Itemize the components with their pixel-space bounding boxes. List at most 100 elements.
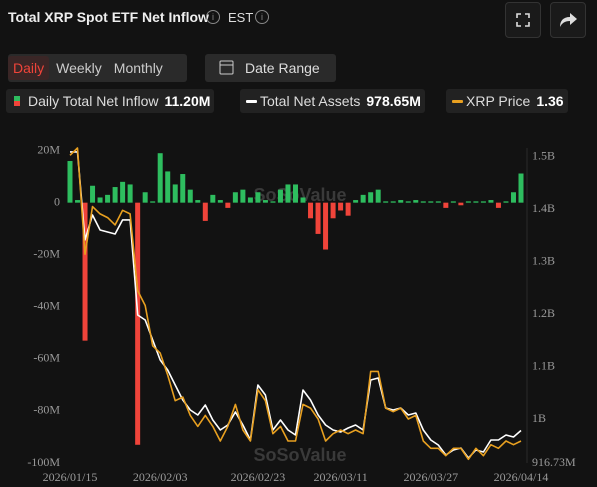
legend-value: 978.65M	[366, 93, 421, 109]
tab[interactable]: Weekly	[56, 60, 102, 76]
bar	[503, 201, 509, 203]
date-range-button[interactable]: Date Range	[205, 54, 336, 82]
bar	[285, 184, 291, 203]
y2-tick-label: 1.2B	[532, 306, 555, 320]
y-tick-label: -80M	[33, 403, 60, 417]
legend-label: Daily Total Net Inflow	[28, 93, 159, 109]
date-range-label: Date Range	[245, 60, 320, 76]
bar	[413, 200, 419, 203]
legend-swatch	[14, 96, 20, 106]
bar	[165, 171, 171, 203]
y2-tick-label: 1.4B	[532, 201, 555, 215]
fullscreen-button[interactable]	[505, 2, 541, 38]
bar	[375, 189, 381, 203]
bar	[360, 194, 366, 203]
bar	[480, 201, 486, 203]
bar	[210, 194, 216, 203]
bar	[180, 174, 186, 203]
y-tick-label: -100M	[27, 455, 60, 469]
bar	[435, 201, 441, 203]
bar	[120, 181, 126, 203]
bar	[255, 192, 261, 203]
x-tick-label: 2026/02/23	[231, 470, 286, 484]
bar	[247, 197, 253, 203]
tab[interactable]: Daily	[8, 56, 50, 80]
bar	[315, 202, 321, 234]
y2-tick-label: 1.1B	[532, 359, 555, 373]
timezone: EST	[228, 10, 254, 25]
y2-tick-label: 1.5B	[532, 149, 555, 163]
legend-item[interactable]: Daily Total Net Inflow 11.20M	[6, 89, 215, 113]
bar	[300, 197, 306, 203]
info-icon[interactable]: i	[255, 10, 269, 24]
x-tick-label: 2026/01/15	[43, 470, 98, 484]
bar	[277, 189, 283, 203]
bar	[390, 201, 396, 203]
bar	[323, 202, 329, 250]
bar	[97, 197, 103, 203]
bar	[458, 202, 464, 206]
bar	[195, 200, 201, 203]
bar	[135, 202, 141, 445]
bar	[262, 200, 268, 203]
legend-item[interactable]: Total Net Assets 978.65M	[240, 89, 425, 113]
bar	[398, 200, 404, 203]
watermark: SoSoValue	[253, 185, 346, 205]
bar	[127, 184, 133, 203]
bar	[308, 202, 314, 219]
share-button[interactable]	[550, 2, 586, 38]
tab[interactable]: Monthly	[113, 60, 163, 76]
bar	[473, 201, 479, 203]
info-icon[interactable]: i	[206, 10, 220, 24]
legend-item[interactable]: XRP Price 1.36	[446, 89, 568, 113]
legend-swatch	[246, 100, 257, 103]
bar	[157, 153, 163, 203]
legend-value: 1.36	[536, 93, 564, 109]
x-tick-label: 2026/03/27	[403, 470, 458, 484]
bar	[345, 202, 351, 216]
y-tick-label: -60M	[33, 351, 60, 365]
bar	[293, 184, 298, 203]
bar	[353, 200, 359, 203]
bar	[420, 201, 426, 203]
bar	[82, 202, 88, 341]
bar	[518, 173, 524, 203]
bar	[225, 202, 231, 208]
fullscreen-icon	[516, 13, 530, 27]
calendar-icon	[219, 60, 234, 75]
bar	[488, 200, 494, 203]
bar	[90, 185, 96, 203]
share-icon	[560, 13, 577, 27]
y-tick-label: -40M	[33, 299, 60, 313]
x-tick-label: 2026/03/11	[313, 470, 367, 484]
bar	[405, 201, 411, 203]
legend-label: XRP Price	[466, 93, 531, 109]
bar	[150, 201, 156, 203]
x-tick-label: 2026/02/03	[133, 470, 188, 484]
line	[70, 151, 522, 459]
period-tabs: Daily Weekly Monthly	[8, 54, 187, 82]
watermark: SoSoValue	[253, 445, 346, 465]
legend-value: 11.20M	[164, 93, 211, 109]
legend-label: Total Net Assets	[260, 93, 361, 109]
bar	[172, 184, 178, 203]
x-tick-label: 2026/04/14	[494, 470, 549, 484]
bar	[202, 202, 208, 221]
bar	[67, 161, 73, 203]
bar	[105, 194, 111, 203]
bar	[240, 189, 246, 203]
bar	[495, 202, 501, 208]
bar	[368, 192, 374, 203]
bar	[450, 201, 456, 203]
line	[69, 147, 522, 461]
y2-tick-label: 1B	[532, 411, 546, 425]
bar	[465, 201, 471, 203]
page-title: Total XRP Spot ETF Net Inflow	[8, 9, 209, 25]
bar	[338, 202, 344, 211]
bar	[75, 200, 81, 203]
bar	[187, 189, 193, 203]
y-tick-label: -20M	[33, 246, 60, 260]
bar	[330, 202, 336, 219]
bar	[428, 201, 434, 203]
